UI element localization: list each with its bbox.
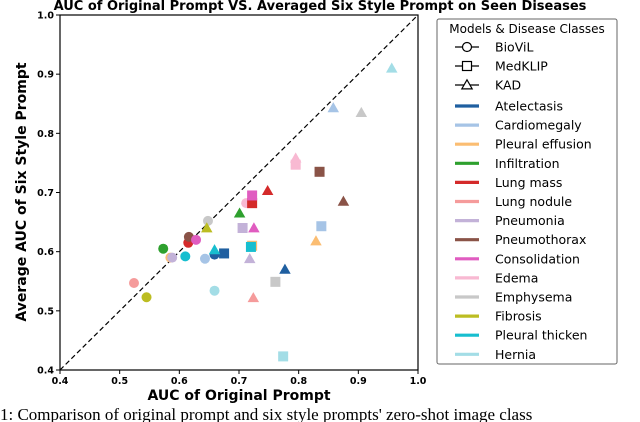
diagonal-reference-line — [59, 14, 419, 371]
point-kad-pneumonia — [243, 253, 256, 264]
point-medklip-hernia — [278, 351, 289, 362]
figure-caption: 1: Comparison of original prompt and six… — [0, 405, 532, 422]
point-biovil-hernia — [209, 285, 220, 296]
y-tick-label: 1.0 — [37, 11, 54, 22]
legend-class-label: Lung mass — [495, 175, 562, 190]
legend-class-label: Edema — [495, 270, 538, 285]
point-medklip-pleural-thicken — [245, 241, 256, 252]
square-marker-icon — [461, 60, 473, 72]
legend: Models & Disease Classes BioViL MedKLIP KA… — [436, 18, 618, 365]
legend-class-label: Infiltration — [495, 156, 560, 171]
point-biovil-cardiomegaly — [199, 253, 210, 264]
legend-model-label: BioViL — [495, 40, 533, 55]
point-biovil-emphysema — [202, 215, 213, 226]
point-medklip-cardiomegaly — [316, 221, 327, 232]
legend-model-label: KAD — [495, 78, 521, 93]
legend-class-label: Atelectasis — [495, 99, 563, 114]
point-biovil-lung-nodule — [128, 278, 139, 289]
x-tick-label: 0.5 — [111, 376, 128, 387]
point-medklip-consolidation — [247, 190, 258, 201]
point-biovil-pneumonia — [167, 252, 178, 263]
point-kad-hernia — [385, 62, 398, 73]
data-points — [128, 62, 398, 362]
legend-class-label: Pneumonia — [495, 213, 565, 228]
point-kad-atelectasis — [279, 263, 291, 274]
point-kad-lung-nodule — [247, 292, 260, 303]
triangle-marker-icon — [460, 78, 474, 90]
legend-class-label: Pneumothorax — [495, 232, 586, 247]
point-biovil-fibrosis — [141, 292, 152, 303]
legend-class-label: Pleural thicken — [495, 328, 587, 343]
point-kad-lung-mass — [261, 184, 274, 196]
point-medklip-atelectasis — [219, 248, 230, 259]
x-axis-label: AUC of Original Prompt — [147, 388, 330, 404]
legend-box — [436, 18, 618, 365]
x-tick-label: 0.8 — [290, 376, 307, 387]
x-tick-label: 0.6 — [171, 376, 188, 387]
y-tick-label: 0.7 — [37, 188, 54, 199]
y-tick-label: 0.8 — [37, 129, 54, 140]
legend-class-label: Hernia — [495, 347, 536, 362]
point-kad-pleural-thicken — [208, 244, 221, 255]
legend-class-label: Consolidation — [495, 251, 580, 266]
point-medklip-lung-mass — [247, 198, 258, 209]
point-kad-edema — [289, 152, 302, 163]
x-tick-label: 0.9 — [350, 376, 367, 387]
legend-class-label: Pleural effusion — [495, 137, 592, 152]
point-kad-pneumothorax — [337, 195, 350, 206]
legend-class-label: Lung nodule — [495, 194, 572, 209]
x-tick-label: 0.4 — [52, 376, 69, 387]
point-kad-consolidation — [248, 222, 260, 233]
point-biovil-consolidation — [191, 234, 202, 245]
point-kad-emphysema — [355, 106, 368, 117]
point-kad-cardiomegaly — [327, 102, 340, 113]
point-medklip-emphysema — [270, 276, 281, 287]
point-medklip-edema — [290, 159, 301, 170]
chart-title: AUC of Original Prompt VS. Averaged Six … — [54, 0, 587, 14]
point-medklip-pneumonia — [237, 223, 248, 233]
y-tick-label: 0.4 — [37, 366, 54, 377]
circle-marker-icon — [461, 41, 473, 53]
legend-models: BioViL MedKLIP KAD — [455, 40, 548, 93]
legend-title: Models & Disease Classes — [449, 22, 604, 36]
x-tick-label: 1.0 — [410, 376, 427, 387]
y-tick-label: 0.6 — [37, 247, 54, 258]
point-biovil-infiltration — [158, 243, 169, 254]
legend-class-label: Cardiomegaly — [495, 118, 582, 133]
legend-class-label: Emphysema — [495, 290, 572, 305]
legend-class-label: Fibrosis — [495, 309, 542, 324]
x-tick-label: 0.7 — [231, 376, 248, 387]
x-axis: 0.4 0.5 0.6 0.7 0.8 0.9 1.0 — [52, 370, 427, 387]
y-tick-label: 0.9 — [37, 70, 54, 81]
legend-classes: Atelectasis Cardiomegaly Pleural effusion I… — [455, 99, 592, 362]
y-axis: 0.4 0.5 0.6 0.7 0.8 0.9 1.0 — [37, 11, 60, 377]
y-axis-label: Average AUC of Six Style Prompt — [14, 62, 30, 321]
point-kad-fibrosis — [201, 222, 213, 233]
point-kad-infiltration — [233, 207, 246, 218]
y-tick-label: 0.5 — [37, 306, 54, 317]
point-medklip-pneumothorax — [314, 166, 325, 177]
point-biovil-pleural-thicken — [180, 251, 191, 262]
point-kad-pleural-effusion — [310, 235, 322, 246]
legend-model-label: MedKLIP — [495, 59, 548, 74]
plot-area: 0.4 0.5 0.6 0.7 0.8 0.9 1.0 0.4 0.5 0.6 0.7 0.8 0.9… — [37, 11, 427, 388]
